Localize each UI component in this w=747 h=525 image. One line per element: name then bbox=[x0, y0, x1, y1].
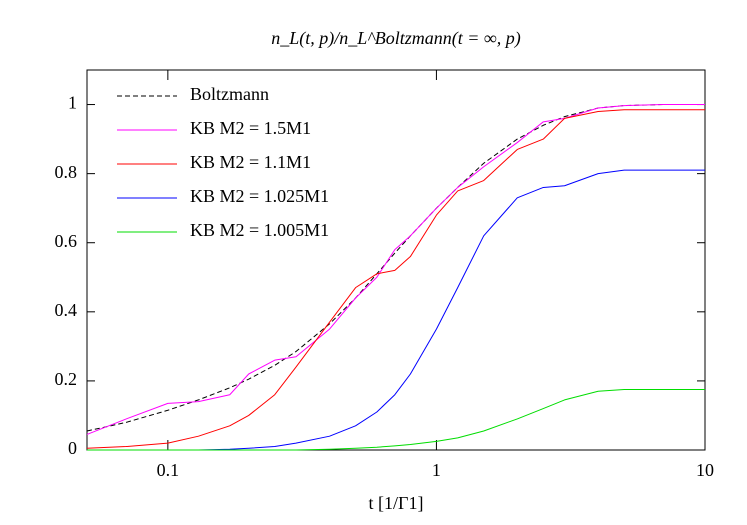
y-tick-label: 0 bbox=[68, 438, 77, 458]
y-tick-label: 0.4 bbox=[55, 300, 78, 320]
x-axis-label: t [1/Γ1] bbox=[369, 493, 424, 513]
y-tick-label: 1 bbox=[68, 93, 77, 113]
series-line bbox=[86, 104, 705, 435]
plot-frame bbox=[86, 69, 706, 451]
series-line bbox=[86, 104, 705, 432]
y-tick-label: 0.8 bbox=[55, 162, 78, 182]
series-line bbox=[87, 389, 705, 451]
x-tick-label: 10 bbox=[696, 460, 714, 480]
x-tick-label: 1 bbox=[432, 460, 441, 480]
series-line bbox=[86, 109, 705, 449]
y-tick-label: 0.2 bbox=[55, 369, 78, 389]
legend-label: KB M2 = 1.5M1 bbox=[190, 118, 311, 138]
y-tick-label: 0.6 bbox=[55, 231, 78, 251]
series-line bbox=[87, 169, 705, 451]
legend-label: KB M2 = 1.1M1 bbox=[190, 152, 311, 172]
legend-label: KB M2 = 1.005M1 bbox=[190, 220, 329, 240]
chart-title: n_L(t, p)/n_L^Boltzmann(t = ∞, p) bbox=[271, 28, 521, 49]
legend-label: Boltzmann bbox=[190, 84, 269, 104]
legend-label: KB M2 = 1.025M1 bbox=[190, 186, 329, 206]
x-tick-label: 0.1 bbox=[157, 460, 180, 480]
